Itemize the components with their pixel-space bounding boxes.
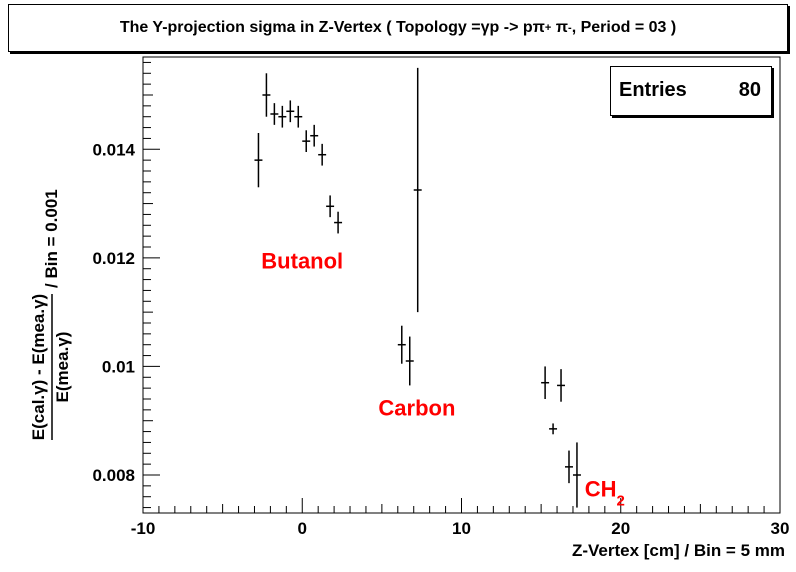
data-point: [541, 366, 550, 399]
y-axis-label-denominator: E(mea.γ): [53, 332, 72, 403]
data-point: [565, 450, 573, 484]
data-point: [326, 195, 335, 218]
data-point: [302, 130, 311, 152]
data-point: [397, 325, 406, 364]
data-point: [286, 100, 295, 123]
stats-box: Entries 80: [610, 66, 772, 116]
x-tick-label: -10: [131, 519, 156, 538]
data-point: [557, 369, 566, 402]
title-pi-plus: π: [532, 19, 545, 36]
data-point: [334, 211, 343, 234]
stats-entries-label: Entries: [619, 79, 687, 101]
x-axis-label: Z-Vertex [cm] / Bin = 5 mm: [572, 541, 785, 560]
data-point: [310, 124, 319, 147]
title-text-a: The Y-projection sigma in Z-Vertex ( Top…: [119, 19, 481, 36]
y-tick-label: 0.008: [92, 466, 135, 485]
data-point: [572, 442, 581, 508]
plot-frame: [142, 56, 781, 514]
title-text-b: p -> p: [489, 19, 533, 36]
y-axis-label-numerator: E(cal.γ) - E(mea.γ): [29, 294, 48, 440]
data-point: [278, 105, 287, 128]
title-minus-sup: -: [568, 22, 572, 34]
data-point: [294, 105, 303, 128]
data-point: [318, 143, 327, 166]
y-tick-label: 0.012: [92, 249, 135, 268]
y-tick-label: 0.014: [92, 140, 135, 159]
chart-title: The Y-projection sigma in Z-Vertex ( Top…: [8, 4, 788, 52]
annotation-label: Carbon: [378, 395, 455, 420]
x-tick-label: 10: [452, 519, 471, 538]
y-axis-label: E(cal.γ) - E(mea.γ) E(mea.γ) / Bin = 0.0…: [29, 189, 72, 440]
title-plus-sup: +: [544, 22, 552, 34]
data-point: [270, 103, 279, 125]
annotation-label: CH2: [585, 477, 625, 510]
data-point: [262, 73, 271, 117]
data-point: [254, 133, 263, 188]
x-tick-label: 30: [771, 519, 790, 538]
title-gamma: γ: [480, 19, 490, 36]
data-point: [549, 423, 558, 435]
title-text-c: , Period = 03 ): [571, 19, 677, 36]
title-pi-minus: π: [555, 19, 569, 36]
x-tick-label: 20: [611, 519, 630, 538]
y-tick-label: 0.01: [102, 357, 135, 376]
y-axis-label-suffix: / Bin = 0.001: [42, 189, 61, 288]
x-tick-label: 0: [298, 519, 307, 538]
data-point: [413, 67, 422, 313]
stats-entries-value: 80: [738, 79, 761, 101]
annotation-label: Butanol: [261, 249, 343, 274]
data-point: [405, 336, 414, 386]
